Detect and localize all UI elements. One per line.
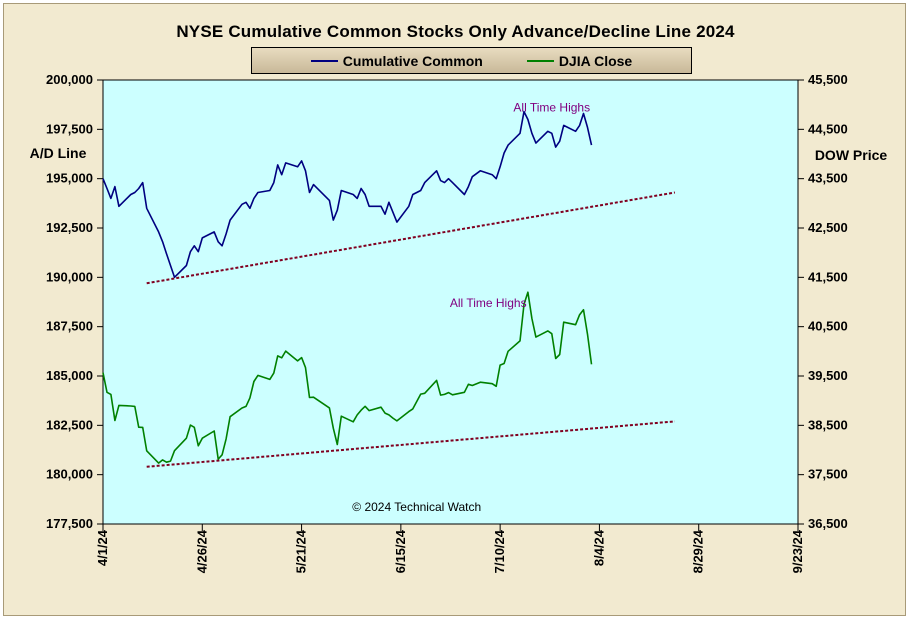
left-tick-label: 192,500	[46, 220, 93, 235]
x-tick-label: 8/29/24	[691, 529, 706, 573]
trendline-2	[146, 420, 675, 468]
chart-title: NYSE Cumulative Common Stocks Only Advan…	[176, 22, 735, 41]
y-axis-left-label: A/D Line	[30, 145, 87, 161]
x-tick-label: 5/21/24	[294, 529, 309, 573]
left-tick-label: 187,500	[46, 319, 93, 334]
plot-area	[102, 79, 799, 525]
x-tick-label: 7/10/24	[492, 529, 507, 573]
right-tick-label: 38,500	[808, 417, 848, 432]
right-tick-label: 36,500	[808, 516, 848, 531]
legend-label-djia-close: DJIA Close	[558, 52, 633, 69]
legend-item-cumulative-common: Cumulative Common	[310, 52, 483, 69]
left-tick-label: 197,500	[46, 121, 93, 136]
axes: 177,500 180,000 182,500 185,000 187,500 190,0…	[46, 72, 848, 573]
x-tick-label: 9/23/24	[790, 529, 805, 573]
left-tick-label: 182,500	[46, 417, 93, 432]
legend-swatch-djia-close	[526, 59, 554, 62]
left-tick-label: 200,000	[46, 72, 93, 87]
right-tick-label: 42,500	[808, 220, 848, 235]
x-tick-label: 4/1/24	[95, 529, 110, 566]
series-line-cumulative-common	[102, 110, 593, 279]
legend-label-cumulative-common: Cumulative Common	[342, 52, 483, 69]
right-tick-label: 40,500	[808, 319, 848, 334]
series-line-djia-close	[102, 291, 593, 464]
series-lines	[102, 110, 593, 464]
annotation-3: © 2024 Technical Watch	[352, 500, 481, 514]
right-tick-label: 37,500	[808, 467, 848, 482]
legend-item-djia-close: DJIA Close	[526, 52, 633, 69]
left-tick-label: 190,000	[46, 269, 93, 284]
right-tick-label: 45,500	[808, 72, 848, 87]
trendlines	[146, 191, 676, 468]
right-tick-label: 39,500	[808, 368, 848, 383]
x-tick-label: 6/15/24	[393, 529, 408, 573]
annotation-1: All Time Highs	[513, 101, 590, 115]
annotation-2: All Time Highs	[450, 296, 527, 310]
left-tick-label: 195,000	[46, 171, 93, 186]
chart-legend: Cumulative Common DJIA Close	[251, 47, 692, 74]
right-tick-label: 41,500	[808, 269, 848, 284]
left-tick-label: 180,000	[46, 467, 93, 482]
y-axis-right-label: DOW Price	[815, 147, 888, 163]
left-tick-label: 185,000	[46, 368, 93, 383]
right-tick-label: 43,500	[808, 171, 848, 186]
trendline-1	[146, 191, 676, 285]
legend-swatch-cumulative-common	[310, 59, 338, 62]
left-tick-label: 177,500	[46, 516, 93, 531]
annotations: All Time Highs All Time Highs © 2024 Techn…	[352, 101, 590, 515]
x-tick-label: 4/26/24	[194, 529, 209, 573]
x-tick-label: 8/4/24	[591, 529, 606, 566]
right-tick-label: 44,500	[808, 121, 848, 136]
